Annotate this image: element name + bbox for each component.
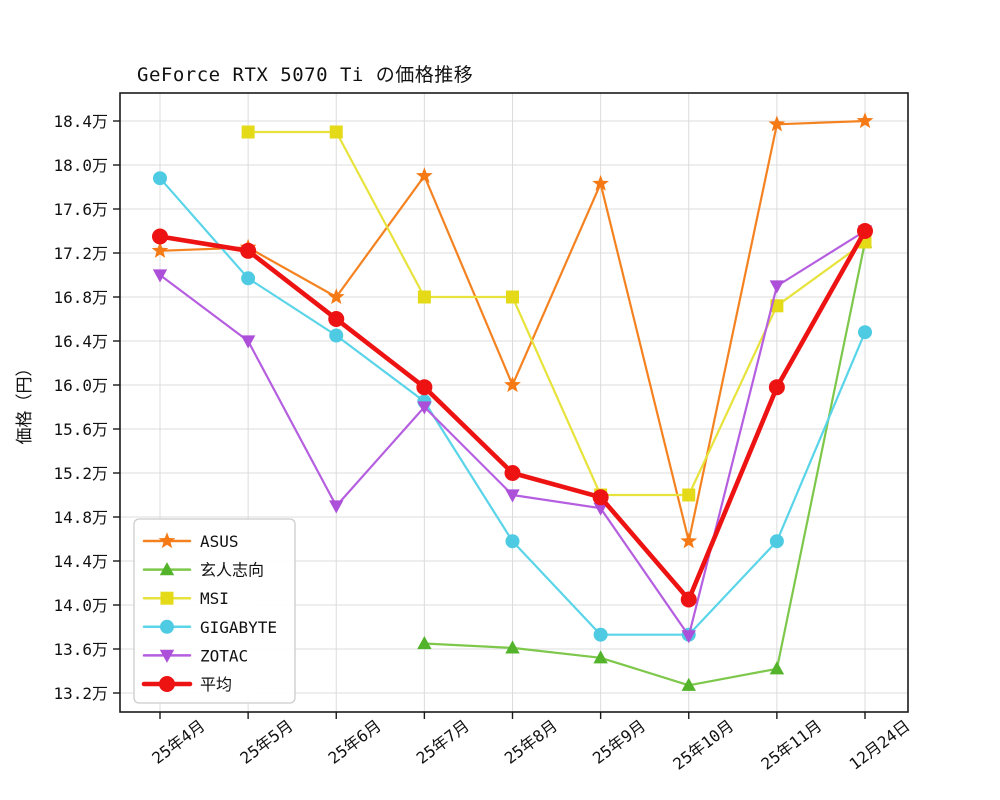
data-point-marker <box>240 242 257 259</box>
data-point-marker <box>682 488 696 502</box>
legend-label: GIGABYTE <box>200 618 277 637</box>
y-tick-label: 13.2万 <box>53 684 108 703</box>
series-平均 <box>152 223 873 608</box>
legend-item-MSI: MSI <box>142 589 229 608</box>
legend-item-GIGABYTE: GIGABYTE <box>142 618 277 637</box>
chart-title: GeForce RTX 5070 Ti の価格推移 <box>137 64 473 86</box>
legend-box <box>133 518 296 704</box>
x-tick-label: 25年5月 <box>236 716 296 768</box>
data-point-marker <box>769 661 785 675</box>
y-tick-label: 15.2万 <box>53 464 108 483</box>
legend-item-ZOTAC: ZOTAC <box>142 646 248 665</box>
data-point-marker <box>329 328 344 343</box>
y-axis-label: 価格（円） <box>15 360 35 445</box>
series-玄人志向 <box>417 234 873 691</box>
data-point-marker <box>768 115 786 132</box>
data-point-marker <box>417 401 432 415</box>
data-point-marker <box>327 288 345 305</box>
data-point-marker <box>681 630 696 644</box>
data-point-marker <box>504 465 521 481</box>
x-tick-label: 25年4月 <box>148 716 208 768</box>
y-tick-label: 15.6万 <box>53 420 108 439</box>
x-tick-label: 25年9月 <box>589 716 649 768</box>
y-tick-label: 16.4万 <box>53 332 108 351</box>
legend-item-ASUS: ASUS <box>142 532 239 551</box>
x-tick-label: 12月24日 <box>846 716 914 774</box>
data-point-marker <box>680 532 698 549</box>
series-layer <box>151 112 874 691</box>
data-point-marker <box>593 502 608 516</box>
data-point-marker <box>769 280 785 294</box>
data-point-marker <box>416 167 433 184</box>
data-point-marker <box>680 591 697 608</box>
series-line <box>423 240 867 687</box>
data-point-marker <box>160 591 174 605</box>
legend-label: ASUS <box>200 532 239 551</box>
x-tick-label: 25年11月 <box>758 716 826 774</box>
x-tick-label: 25年10月 <box>669 716 737 774</box>
data-point-marker <box>681 677 696 691</box>
data-point-marker <box>329 500 344 514</box>
data-point-marker <box>592 174 609 191</box>
y-tick-label: 16.0万 <box>53 376 108 395</box>
data-point-marker <box>241 125 255 139</box>
y-tick-label: 14.4万 <box>53 552 108 571</box>
legend-label: 平均 <box>200 675 232 694</box>
y-tick-label: 14.0万 <box>53 596 108 615</box>
legend-item-平均: 平均 <box>141 675 232 694</box>
data-point-marker <box>858 325 872 340</box>
y-tick-label: 14.8万 <box>53 508 108 527</box>
data-point-marker <box>769 534 784 549</box>
data-point-marker <box>857 223 873 239</box>
data-point-marker <box>593 650 608 664</box>
y-tick-label: 13.6万 <box>53 640 108 659</box>
data-point-marker <box>240 335 256 349</box>
y-tick-label: 17.6万 <box>53 200 108 219</box>
data-point-marker <box>856 112 874 129</box>
data-point-marker <box>505 640 520 654</box>
data-point-marker <box>329 125 343 139</box>
legend: ASUS 玄人志向 MSI GIGABYTE ZOTAC 平均 <box>133 518 296 704</box>
plot-frame <box>119 92 909 713</box>
data-point-marker <box>159 649 175 663</box>
data-point-marker <box>417 636 432 650</box>
legend-label: MSI <box>200 589 229 608</box>
data-point-marker <box>505 534 520 549</box>
data-point-marker <box>153 171 167 186</box>
y-tick-label: 16.8万 <box>53 288 108 307</box>
data-point-marker <box>417 290 431 304</box>
data-point-marker <box>152 228 168 245</box>
data-point-marker <box>328 311 345 327</box>
legend-label: ZOTAC <box>200 646 248 665</box>
data-point-marker <box>152 269 168 283</box>
data-point-marker <box>151 242 169 258</box>
data-point-marker <box>416 379 433 396</box>
data-point-marker <box>593 627 608 642</box>
data-point-marker <box>159 562 175 576</box>
data-point-marker <box>241 271 256 286</box>
series-MSI <box>241 125 872 502</box>
x-tick-label: 25年6月 <box>325 716 385 768</box>
data-point-marker <box>768 379 785 396</box>
y-tick-label: 17.2万 <box>53 244 108 263</box>
data-point-marker <box>158 532 176 549</box>
series-ZOTAC <box>152 225 873 644</box>
x-tick-label: 25年7月 <box>413 716 473 768</box>
data-point-marker <box>159 676 175 692</box>
data-point-marker <box>592 489 609 506</box>
series-line <box>247 130 867 497</box>
y-tick-label: 18.0万 <box>53 156 108 175</box>
x-tick-label: 25年8月 <box>501 716 561 768</box>
data-point-marker <box>504 376 521 393</box>
data-point-marker <box>160 619 174 634</box>
data-point-marker <box>505 489 520 503</box>
legend-item-玄人志向: 玄人志向 <box>142 561 264 580</box>
legend-label: 玄人志向 <box>200 561 264 580</box>
y-tick-label: 18.4万 <box>53 112 108 131</box>
data-point-marker <box>506 290 519 304</box>
